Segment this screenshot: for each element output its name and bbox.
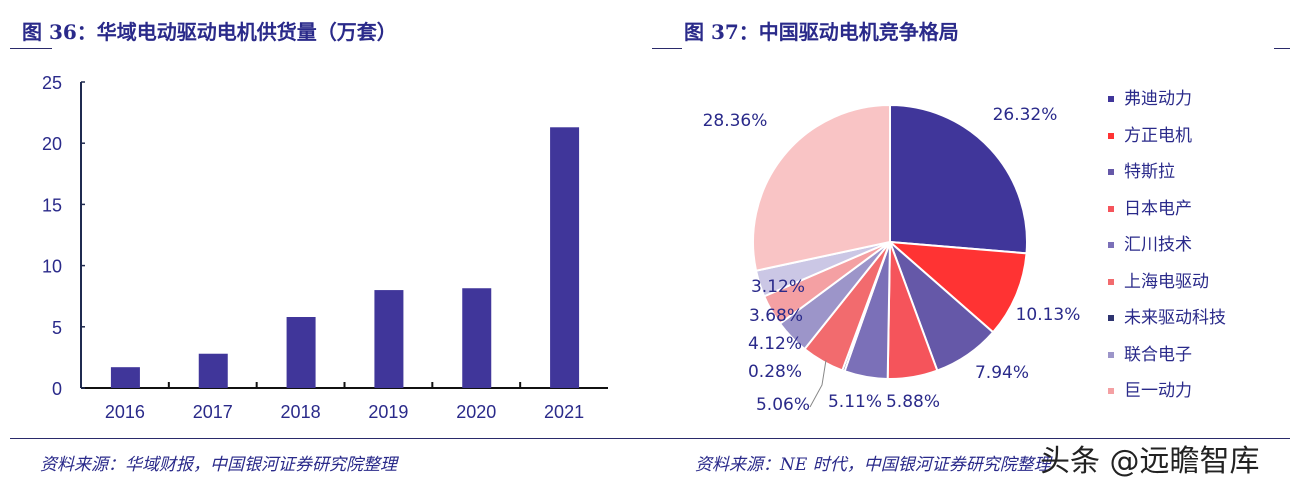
- legend-item: 特斯拉: [1108, 157, 1175, 182]
- slice-label: 5.06%: [756, 395, 810, 415]
- y-tick-label: 10: [42, 257, 62, 277]
- slice-label: 0.28%: [748, 362, 802, 382]
- legend-label: 上海电驱动: [1124, 271, 1209, 292]
- divider: [1274, 48, 1290, 49]
- divider: [10, 438, 1290, 439]
- right-title: 图 37：中国驱动电机竞争格局: [684, 20, 959, 44]
- divider: [10, 48, 52, 49]
- bar-2019: [374, 290, 404, 388]
- legend-swatch: [1108, 169, 1114, 175]
- charts: 0 5 10 15 20 25 2016 2017 2018 2019 2020 2021 26.32%…: [42, 73, 1081, 422]
- y-tick-label: 15: [42, 195, 62, 215]
- legend-label: 未来驱动科技: [1124, 308, 1226, 328]
- y-tick-label: 0: [52, 379, 62, 399]
- legend-label: 日本电产: [1124, 198, 1192, 219]
- legend-swatch: [1108, 132, 1114, 139]
- left-source: 资料来源：华域财报，中国银河证券研究院整理: [40, 455, 397, 475]
- y-tick-label: 25: [42, 73, 62, 93]
- x-tick-label: 2016: [105, 402, 145, 422]
- slice-label: 3.68%: [749, 306, 803, 326]
- legend-label: 特斯拉: [1124, 162, 1175, 182]
- legend-swatch: [1108, 315, 1114, 321]
- slice-label: 26.32%: [993, 105, 1058, 125]
- legend-item: 巨一动力: [1108, 376, 1192, 401]
- slice-label: 5.11%: [828, 392, 882, 412]
- legend-swatch: [1108, 278, 1114, 285]
- legend-item: 方正电机: [1108, 121, 1192, 146]
- left-title: 图 36：华域电动驱动电机供货量（万套）: [22, 20, 397, 44]
- slice-label: 5.88%: [886, 392, 940, 412]
- slice-label: 28.36%: [703, 111, 768, 131]
- legend-label: 方正电机: [1124, 125, 1192, 146]
- legend-item: 上海电驱动: [1108, 267, 1209, 292]
- slice-label: 4.12%: [748, 334, 802, 354]
- y-tick-label: 5: [52, 318, 62, 338]
- bar-2018: [286, 317, 316, 388]
- x-tick-label: 2018: [281, 402, 321, 422]
- legend-item: 未来驱动科技: [1108, 303, 1226, 328]
- divider: [652, 48, 682, 49]
- leader-line: [809, 359, 827, 408]
- legend-swatch: [1108, 388, 1114, 394]
- legend-label: 弗迪动力: [1124, 89, 1192, 109]
- legend-label: 巨一动力: [1124, 381, 1192, 401]
- legend-item: 日本电产: [1108, 194, 1192, 219]
- bar-2020: [462, 288, 492, 388]
- x-tick-label: 2019: [368, 402, 408, 422]
- legend-swatch: [1108, 96, 1114, 102]
- bar-2016: [110, 367, 140, 388]
- pie-slice: [752, 103, 891, 272]
- x-tick-label: 2020: [456, 402, 496, 422]
- legend-label: 联合电子: [1124, 344, 1192, 365]
- slice-label: 10.13%: [1016, 305, 1081, 325]
- legend-swatch: [1108, 242, 1114, 248]
- y-tick-label: 20: [42, 134, 62, 154]
- legend-label: 汇川技术: [1124, 235, 1192, 255]
- pie-slice: [887, 240, 1028, 334]
- pie-slice: [889, 103, 1028, 255]
- legend-item: 联合电子: [1108, 340, 1192, 365]
- x-tick-label: 2021: [544, 402, 584, 422]
- slice-label: 7.94%: [975, 363, 1029, 383]
- legend-item: 弗迪动力: [1108, 84, 1192, 109]
- bar-2017: [198, 353, 228, 388]
- bar-2021: [550, 127, 580, 389]
- watermark: 头条 @远瞻智库: [1040, 444, 1260, 479]
- x-tick-label: 2017: [193, 402, 233, 422]
- legend-swatch: [1108, 351, 1114, 358]
- legend-item: 汇川技术: [1108, 230, 1192, 255]
- right-source: 资料来源：NE 时代，中国银河证券研究院整理: [695, 455, 1051, 475]
- slice-label: 3.12%: [751, 277, 805, 297]
- legend-swatch: [1108, 205, 1114, 212]
